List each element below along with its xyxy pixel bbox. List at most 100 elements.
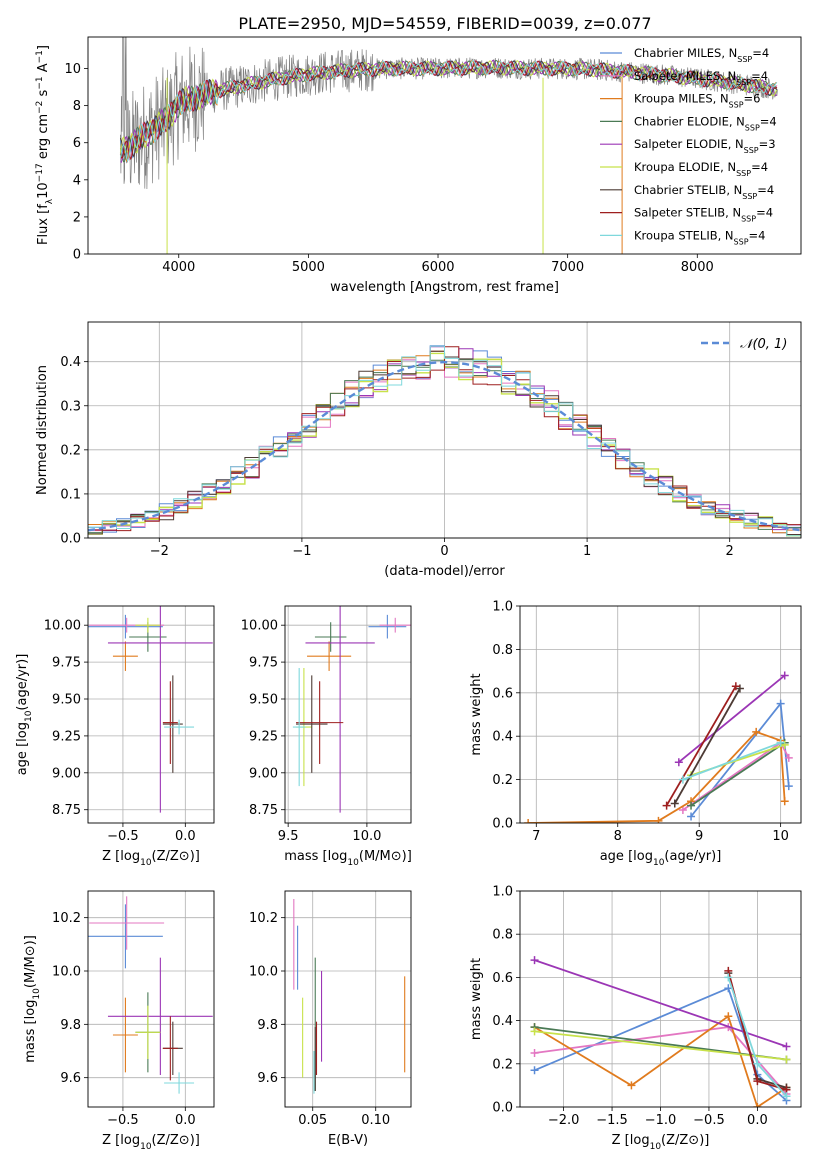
- legend-label: Kroupa MILES, N: [634, 92, 729, 106]
- axis-label-y: Flux [fλ10−17 erg cm−2 s−1 A−1]: [35, 45, 55, 245]
- weight-marker-kroupa_miles: [524, 819, 533, 823]
- tick-label-y: 10.0: [52, 965, 81, 980]
- label-part: log: [633, 849, 653, 864]
- mass_vs_ebv-axes: [285, 891, 411, 1107]
- age_vs_Z-plot-area: [88, 606, 213, 813]
- axis-label-y: mass [log10(M/M⊙)]: [23, 935, 42, 1063]
- weight-marker-kroupa_miles: [724, 1012, 733, 1021]
- label-part: −1: [35, 76, 45, 89]
- tick-label-y: 9.25: [52, 729, 81, 744]
- axis-label-x: E(B-V): [328, 1133, 368, 1148]
- mass_vs_ebv-frame: 0.05 0.10 9.6 9.8 10.0 10.2 E(B-V): [249, 890, 412, 1148]
- legend-label-tail: =4: [752, 46, 769, 60]
- legend-label: Chabrier STELIB, N: [634, 183, 742, 197]
- label-part: mass [: [284, 849, 327, 864]
- weight-marker-chabrier_miles: [784, 782, 793, 791]
- label-part: age [: [15, 742, 30, 775]
- label-part: (age/yr)]: [15, 654, 30, 711]
- label-part: −17: [35, 163, 45, 182]
- label-part: mass [: [23, 1019, 38, 1062]
- tick-label-x: 0.0: [747, 1113, 768, 1128]
- legend-label: Chabrier MILES, N: [634, 46, 737, 60]
- tick-label-y: 9.50: [52, 693, 81, 708]
- tick-label-x: −2: [150, 544, 169, 559]
- label-part: (Z/Z⊙)]: [152, 849, 200, 864]
- label-part: Z [: [102, 849, 120, 864]
- tick-label-y: 0.6: [492, 686, 513, 701]
- label-part: Flux [f: [36, 204, 51, 245]
- label-part: mass weight: [469, 958, 484, 1040]
- weight-marker-kroupa_stelib: [776, 738, 785, 747]
- tick-label-y: 9.6: [257, 1071, 278, 1086]
- legend-label-tail: =4: [760, 114, 777, 128]
- weight-line-kroupa_stelib: [682, 741, 781, 781]
- label-part: age [: [600, 849, 633, 864]
- tick-label-y: 0: [73, 248, 81, 263]
- axis-label-y: mass weight: [469, 673, 484, 755]
- tick-label-x: 1: [583, 544, 591, 559]
- weight-marker-salpeter_elodie: [530, 956, 539, 965]
- residual-histogram-kroupa_stelib: [88, 345, 801, 537]
- residuals-frame: −2 −1 0 1 2 0.0 0.1 0.2 0.3 0.4 (data-model)/error…: [35, 321, 802, 579]
- axis-label-x: wavelength [Angstrom, rest frame]: [330, 280, 559, 295]
- label-subscript: 10: [650, 1142, 662, 1152]
- tick-label-y: 1.0: [492, 600, 513, 615]
- residual-legend: 𝒩(0, 1): [701, 337, 787, 352]
- legend-label-tail: =4: [751, 69, 768, 83]
- tick-label-x: 0.0: [175, 829, 196, 844]
- weight-marker-salpeter_elodie: [780, 671, 789, 680]
- tick-label-y: 4: [73, 173, 81, 188]
- tick-label-x: 2: [726, 544, 734, 559]
- tick-label-y: 0.8: [492, 643, 513, 658]
- legend-label: Kroupa ELODIE, N: [634, 160, 736, 174]
- tick-label-x: 4000: [162, 260, 195, 275]
- weight_vs_age-plot-area: [524, 671, 793, 823]
- label-part: A: [36, 63, 51, 76]
- normal-reference-curve: [88, 360, 801, 532]
- legend-entry-chabrier_stelib: Chabrier STELIB, NSSP=4: [634, 183, 774, 201]
- legend-label: Kroupa STELIB, N: [634, 228, 734, 242]
- legend-entry-salpeter_stelib: Salpeter STELIB, NSSP=4: [634, 206, 773, 224]
- legend-subscript: SSP: [737, 55, 752, 64]
- axes-frame: [87, 36, 802, 255]
- tick-label-x: 5000: [292, 260, 325, 275]
- label-subscript: 10: [347, 858, 359, 868]
- legend-subscript: SSP: [729, 100, 744, 109]
- tick-label-x: −1.0: [645, 1113, 677, 1128]
- legend-subscript: SSP: [734, 237, 749, 246]
- label-subscript: 10: [140, 1142, 152, 1152]
- tick-label-y: 10.00: [44, 619, 81, 634]
- tick-label-y: 9.50: [249, 693, 278, 708]
- label-part: −2: [35, 101, 45, 114]
- legend-entry-kroupa_miles: Kroupa MILES, NSSP=6: [634, 92, 760, 110]
- tick-label-y: 8.75: [52, 803, 81, 818]
- axis-label-x: age [log10(age/yr)]: [600, 849, 722, 868]
- legend-label: Salpeter MILES, N: [634, 69, 736, 83]
- tick-label-y: 0.6: [492, 971, 513, 986]
- label-part: log: [630, 1133, 650, 1148]
- legend-label-normal: 𝒩(0, 1): [740, 337, 787, 352]
- label-part: log: [328, 849, 348, 864]
- legend-subscript: SSP: [742, 191, 757, 200]
- tick-label-y: 0.0: [60, 532, 81, 547]
- legend-label: Salpeter STELIB, N: [634, 206, 741, 220]
- weight-marker-chabrier_stelib: [735, 684, 744, 693]
- tick-label-y: 0.3: [60, 399, 81, 414]
- weight-marker-chabrier_miles: [530, 1066, 539, 1075]
- weight-marker-chabrier_stelib: [670, 799, 679, 808]
- tick-label-y: 0.4: [492, 1014, 513, 1029]
- axes-frame: [519, 605, 802, 824]
- mass_vs_Z-plot-area: [88, 896, 213, 1094]
- label-part: log: [120, 849, 140, 864]
- label-part: log: [23, 1000, 38, 1020]
- spectrum-plot-area: [119, 37, 778, 254]
- label-part: erg cm: [36, 114, 51, 163]
- tick-label-x: −0.5: [693, 1113, 725, 1128]
- figure-title: PLATE=2950, MJD=54559, FIBERID=0039, z=0…: [238, 14, 651, 33]
- weight_vs_age-axes: [520, 605, 801, 824]
- tick-label-x: −2.0: [548, 1113, 580, 1128]
